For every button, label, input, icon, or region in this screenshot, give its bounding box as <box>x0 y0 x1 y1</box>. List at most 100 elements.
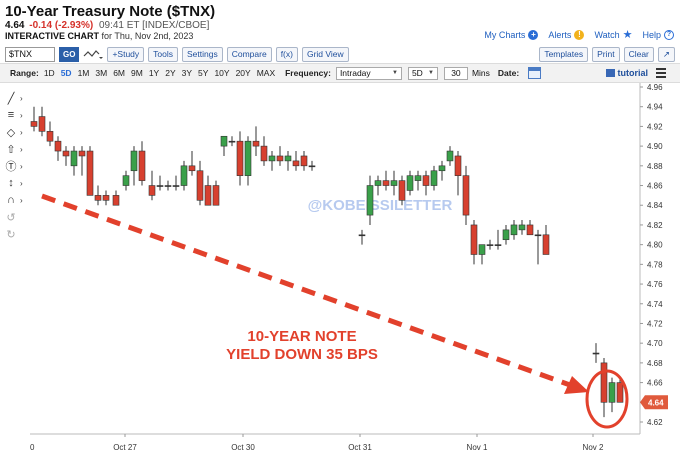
candle <box>462 165 470 225</box>
candle <box>172 175 180 191</box>
range-option-1d[interactable]: 1D <box>43 68 55 78</box>
candle-body-down <box>600 362 608 403</box>
arrow-tool-icon: ⇧ <box>6 143 16 156</box>
range-option-9m[interactable]: 9M <box>131 68 143 78</box>
range-option-5d[interactable]: 5D <box>60 68 72 78</box>
chevron-right-icon: › <box>20 195 23 205</box>
measure-tool-icon: ↕ <box>8 177 14 189</box>
y-tick-label: 4.94 <box>647 103 663 112</box>
shape-tool[interactable]: ◇ › <box>4 124 28 140</box>
range-option-2y[interactable]: 2Y <box>165 68 176 78</box>
alert-icon: ! <box>574 29 585 40</box>
compare-button[interactable]: Compare <box>226 46 272 62</box>
candle-body-down <box>260 145 268 162</box>
interval-input[interactable]: 30 <box>443 66 468 80</box>
tutorial-link[interactable]: tutorial <box>605 68 648 78</box>
y-tick-label: 4.78 <box>647 260 663 269</box>
help-label: Help <box>642 29 661 40</box>
candle <box>244 136 252 186</box>
range-bar: Range: 1D 5D 1M 3M 6M 9M 1Y 2Y 3Y 5Y 10Y 20Y MAX Fre… <box>0 63 680 83</box>
grid-view-button[interactable]: Grid View <box>301 46 349 62</box>
range-option-20y[interactable]: 20Y <box>235 68 251 78</box>
candle-body-down <box>526 224 534 236</box>
print-button[interactable]: Print <box>592 46 620 62</box>
candle <box>188 151 196 176</box>
candle-body-down <box>62 150 70 157</box>
candle-body-up <box>268 155 276 162</box>
range-option-max[interactable]: MAX <box>256 68 276 78</box>
text-tool[interactable]: Ⓣ › <box>4 158 28 174</box>
range-option-1m[interactable]: 1M <box>77 68 90 78</box>
x-tick-label: Oct 27 <box>113 443 137 452</box>
quote-line: 4.64 -0.14 (-2.93%) 09:41 ET [INDEX/CBOE… <box>5 20 209 31</box>
range-option-10y[interactable]: 10Y <box>214 68 230 78</box>
range-option-3m[interactable]: 3M <box>95 68 108 78</box>
clear-button[interactable]: Clear <box>623 46 654 62</box>
candle <box>454 151 462 196</box>
arrow-tool[interactable]: ⇧ › <box>4 141 28 157</box>
candle <box>164 180 172 191</box>
range-option-5y[interactable]: 5Y <box>198 68 209 78</box>
menu-icon[interactable] <box>656 68 666 78</box>
settings-button[interactable]: Settings <box>182 46 223 62</box>
fib-tool-icon: ≡ <box>7 109 15 121</box>
chart-type-icon[interactable] <box>83 48 104 60</box>
candle-body-up <box>172 185 180 187</box>
alerts-label: Alerts <box>548 29 572 40</box>
trendline-tool[interactable]: ╱ › <box>4 90 28 106</box>
candle-body-up <box>494 244 502 246</box>
frequency-select[interactable]: Intraday ▼ <box>335 66 402 80</box>
candle <box>268 151 276 171</box>
candle <box>38 106 46 137</box>
range-option-1y[interactable]: 1Y <box>148 68 160 78</box>
annotation-line-1: 10-YEAR NOTE <box>247 328 356 345</box>
templates-button[interactable]: Templates <box>539 46 589 62</box>
candle-body-down <box>86 150 94 196</box>
candle <box>358 229 366 245</box>
candle <box>78 146 86 176</box>
candle-body-up <box>358 234 366 237</box>
quote-meta: 09:41 ET [INDEX/CBOE] <box>98 20 210 31</box>
candle-body-down <box>196 170 204 201</box>
shape-tool-icon: ◇ <box>6 126 16 139</box>
candle-body-down <box>398 180 406 201</box>
candle <box>422 170 430 196</box>
y-tick-label: 4.66 <box>647 379 663 388</box>
watermark: @KOBEISSILETTER <box>308 197 453 214</box>
trendline-tool-icon: ╱ <box>7 92 15 105</box>
help-link[interactable]: Help ? <box>642 29 674 40</box>
candle-body-down <box>422 175 430 186</box>
period-select[interactable]: 5D ▼ <box>407 66 438 80</box>
candle-body-up <box>70 150 78 167</box>
magnet-tool[interactable]: ∩ › <box>4 192 28 208</box>
calendar-icon[interactable] <box>528 67 542 79</box>
my-charts-link[interactable]: My Charts + <box>484 29 539 40</box>
measure-tool[interactable]: ↕ › <box>4 175 28 191</box>
candle <box>430 165 438 191</box>
go-button[interactable]: GO <box>59 46 80 62</box>
candle <box>112 190 120 206</box>
range-option-3y[interactable]: 3Y <box>181 68 193 78</box>
fib-tool[interactable]: ≡ › <box>4 107 28 123</box>
y-tick-label: 4.70 <box>647 339 663 348</box>
price-chart[interactable]: 4.62 4.64 4.66 4.68 4.70 4.72 4.74 4.76 4.78 4.80… <box>0 83 680 458</box>
undo-tool[interactable]: ↺ <box>4 209 28 225</box>
candle-body-down <box>148 185 156 196</box>
candle <box>382 170 390 191</box>
last-price-badge-label: 4.64 <box>648 398 664 407</box>
expand-button[interactable]: ↗ <box>657 46 675 62</box>
tools-button[interactable]: Tools <box>148 46 178 62</box>
alerts-link[interactable]: Alerts ! <box>548 29 585 40</box>
watch-link[interactable]: Watch ★ <box>594 28 632 41</box>
study-button[interactable]: +Study <box>107 46 145 62</box>
range-option-6m[interactable]: 6M <box>113 68 125 78</box>
toolbar-right: Templates Print Clear ↗ <box>539 46 675 62</box>
symbol-input[interactable] <box>5 46 55 62</box>
candle <box>94 185 102 206</box>
fx-button[interactable]: f(x) <box>275 46 298 62</box>
candle <box>292 151 300 171</box>
redo-tool[interactable]: ↻ <box>4 226 28 242</box>
y-tick-label: 4.86 <box>647 182 663 191</box>
magnet-tool-icon: ∩ <box>7 194 15 206</box>
candle <box>414 170 422 191</box>
